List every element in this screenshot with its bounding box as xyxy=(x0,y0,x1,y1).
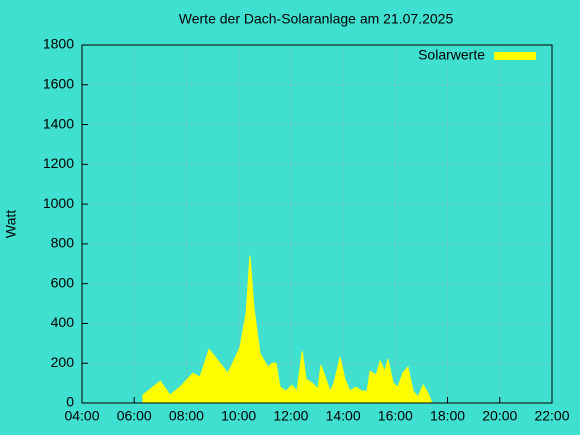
x-tick-label: 06:00 xyxy=(117,408,152,424)
plot-border xyxy=(81,44,553,404)
x-tick-label: 16:00 xyxy=(378,408,413,424)
y-tick-label: 1000 xyxy=(43,195,74,211)
y-tick-label: 400 xyxy=(51,314,75,330)
y-tick-label: 200 xyxy=(51,354,75,370)
y-tick-label: 1800 xyxy=(43,36,74,52)
x-tick-label: 12:00 xyxy=(273,408,308,424)
x-tick-label: 20:00 xyxy=(482,408,517,424)
y-tick-label: 1400 xyxy=(43,115,74,131)
x-tick-label: 04:00 xyxy=(64,408,99,424)
x-tick-label: 14:00 xyxy=(326,408,361,424)
legend-swatch xyxy=(494,52,536,60)
x-tick-label: 08:00 xyxy=(169,408,204,424)
x-tick-label: 22:00 xyxy=(534,408,569,424)
chart-title: Werte der Dach-Solaranlage am 21.07.2025 xyxy=(179,11,454,27)
legend-label: Solarwerte xyxy=(418,47,485,63)
area xyxy=(142,255,433,404)
y-tick-label: 1200 xyxy=(43,155,74,171)
x-tick-label: 10:00 xyxy=(221,408,256,424)
y-tick-label: 800 xyxy=(51,235,75,251)
y-tick-label: 600 xyxy=(51,274,75,290)
y-axis-label: Watt xyxy=(3,210,19,238)
y-tick-label: 0 xyxy=(66,394,74,410)
y-tick-label: 1600 xyxy=(43,75,74,91)
x-tick-label: 18:00 xyxy=(430,408,465,424)
